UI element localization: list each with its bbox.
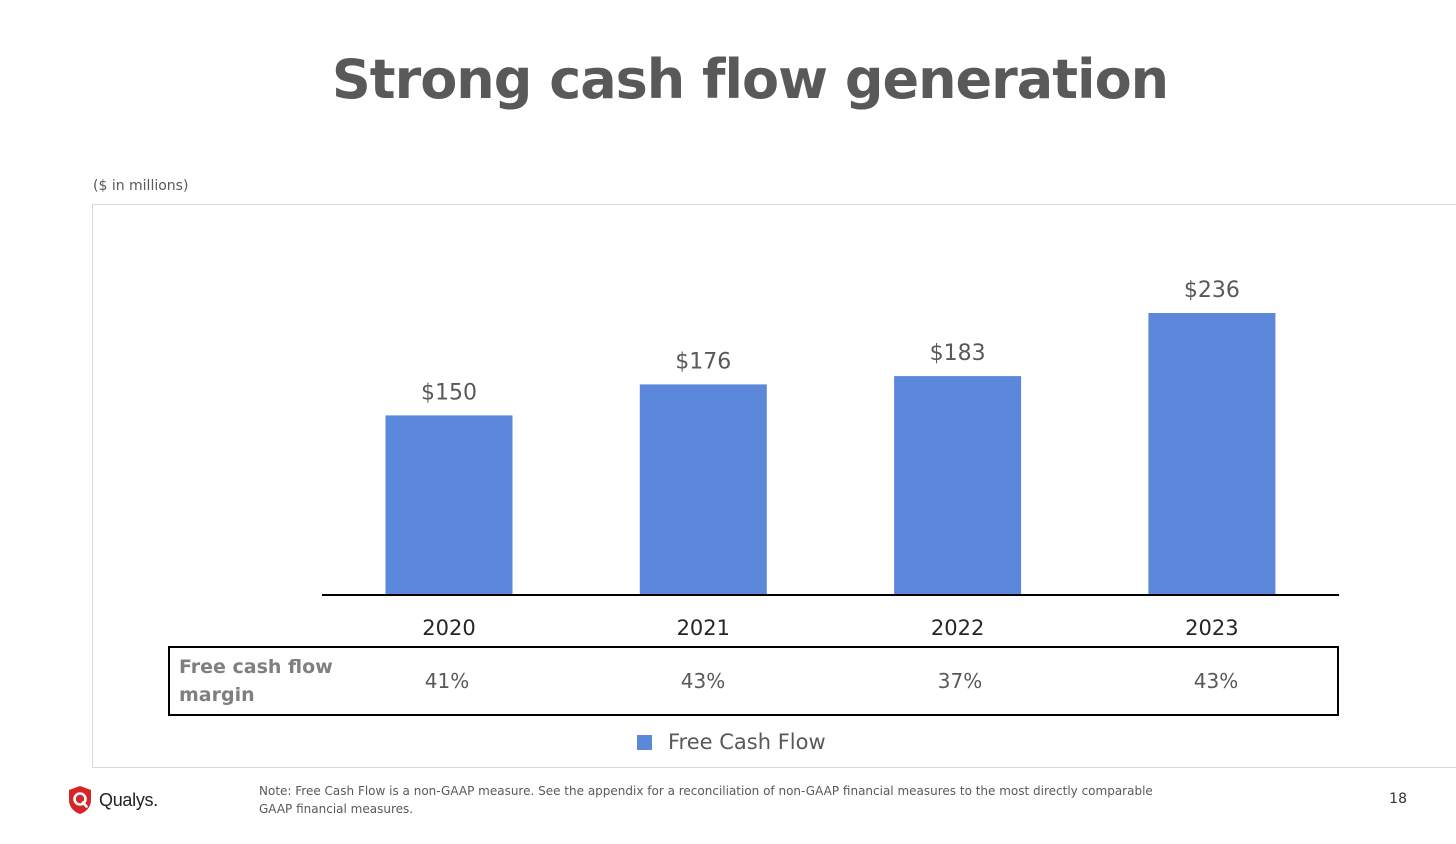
slide-title: Strong cash flow generation: [331, 48, 1169, 111]
units-note: ($ in millions): [93, 178, 189, 194]
data-label-2022: $183: [930, 341, 986, 366]
company-logo: Qualys.: [67, 785, 158, 815]
margin-table: [168, 646, 1339, 716]
bar-2021: [639, 384, 767, 594]
x-tick-label-2021: 2021: [677, 616, 730, 640]
margin-value-2022: 37%: [937, 669, 983, 693]
data-label-2023: $236: [1184, 278, 1240, 303]
x-tick-label-2020: 2020: [422, 616, 475, 640]
data-label-2020: $150: [421, 380, 477, 405]
x-tick-label-2023: 2023: [1185, 616, 1238, 640]
shield-logo-icon: [69, 786, 91, 814]
x-tick-label-2022: 2022: [931, 616, 984, 640]
margin-row-label: Free cash flow margin: [179, 656, 333, 706]
chart-frame: [92, 204, 1456, 768]
margin-value-2023: 43%: [1193, 669, 1239, 693]
data-label-2021: $176: [675, 349, 731, 374]
bar-2022: [894, 376, 1022, 594]
legend-swatch: [637, 734, 652, 750]
bar-2020: [385, 415, 513, 594]
margin-value-2021: 43%: [680, 669, 726, 693]
bar-2023: [1148, 313, 1276, 594]
logo-text: Qualys.: [99, 789, 158, 810]
margin-value-2020: 41%: [424, 669, 470, 693]
chart-legend: Free Cash Flow: [637, 730, 826, 754]
footnote: Note: Free Cash Flow is a non-GAAP measu…: [259, 784, 1153, 816]
page-number: 18: [1389, 791, 1407, 807]
legend-label: Free Cash Flow: [668, 730, 826, 754]
